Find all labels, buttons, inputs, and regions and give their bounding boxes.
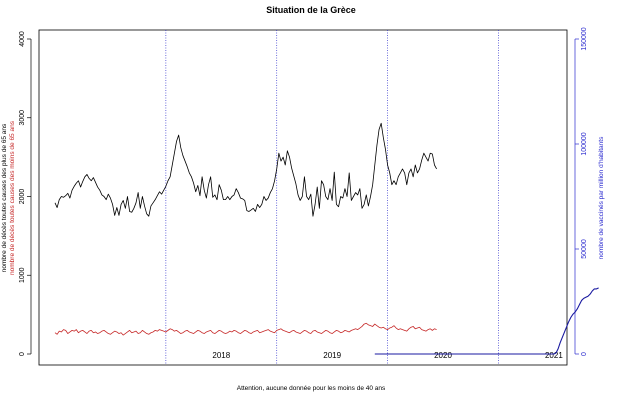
- chart-title: Situation de la Grèce: [266, 5, 356, 15]
- year-boundary-lines: [165, 30, 499, 365]
- left-axis-tick-label: 0: [19, 352, 26, 356]
- right-axis-title: nombre de vaccinés par million d'habitan…: [598, 136, 605, 259]
- left-axis-tick-label: 2000: [19, 189, 26, 205]
- left-axis-tick-label: 1000: [19, 267, 26, 283]
- year-label: 2020: [434, 351, 452, 360]
- plot-area-border: [38, 29, 568, 366]
- left-axis-title-under65: nombre de décès toutes causes des moins …: [9, 120, 16, 275]
- right-axis-tick-label: 150000: [581, 27, 588, 50]
- right-axis-tick-label: 0: [581, 352, 588, 356]
- year-label: 2019: [323, 351, 341, 360]
- year-label: 2018: [212, 351, 230, 360]
- year-labels: 2018 2019 2020 2021: [212, 351, 563, 360]
- series-line-vaccinated: [374, 287, 599, 355]
- right-y-axis: 0 50000 100000 150000: [574, 27, 588, 356]
- series-line-under65: [54, 322, 437, 336]
- series-line-over65: [54, 122, 437, 217]
- left-axis-tick-label: 3000: [19, 110, 26, 126]
- left-axis-title-over65: nombre de décès toutes causes des plus d…: [1, 123, 8, 272]
- right-axis-tick-label: 100000: [581, 132, 588, 155]
- footnote: Attention, aucune donnée pour les moins …: [237, 385, 386, 392]
- series-layer: [54, 122, 599, 355]
- left-y-axis: 0 1000 2000 3000 4000: [19, 31, 32, 356]
- left-axis-tick-label: 4000: [19, 31, 26, 47]
- right-axis-tick-label: 50000: [581, 239, 588, 259]
- year-label: 2021: [545, 351, 563, 360]
